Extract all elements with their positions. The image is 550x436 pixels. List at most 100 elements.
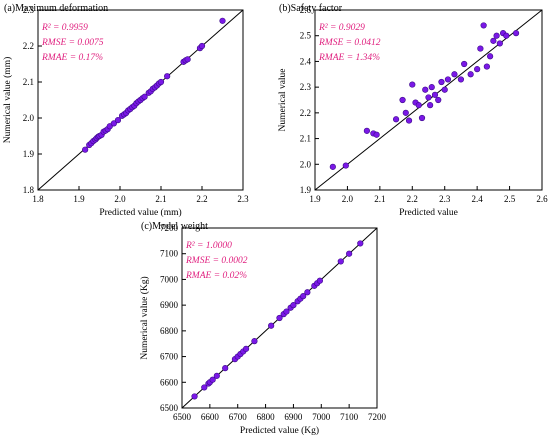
chart-maximum-deformation: 1.8 1.9 2.0 2.1 2.2 2.31.81.92.02.12.22.3(a)M… [2,3,249,218]
b-y-tick-label: 2.5 [300,31,312,41]
b-data-point [399,96,406,104]
b-panel-title: (b)Safety factor [279,3,343,14]
b-x-tick-label: 2.1 [374,194,385,204]
b-data-point [493,32,500,39]
a-data-point [219,17,226,24]
b-data-point [444,76,452,83]
b-data-point [418,114,426,122]
a-data-point [114,117,122,124]
a-data-point [82,146,89,153]
c-y-tick-label: 6800 [160,326,179,336]
b-x-tick-label: 2.2 [407,194,418,204]
b-data-point [496,40,503,47]
a-data-point [164,73,171,80]
b-data-point [490,37,497,44]
b-data-point [438,78,445,86]
c-data-point [242,345,250,352]
a-y-tick-label: 2.0 [23,113,35,123]
b-data-point [461,60,468,68]
c-stat-2: RMAE = 0.02% [185,271,247,281]
a-stat-0: R² = 0.9959 [41,23,88,33]
b-data-point [402,109,409,116]
c-data-point [191,393,198,400]
b-data-point [483,63,490,70]
b-x-tick-label: 2.4 [472,194,484,204]
b-x-tick-label: 2.0 [342,194,354,204]
b-data-point [487,53,494,60]
a-x-tick-label: 1.8 [32,194,44,204]
b-stat-1: RMSE = 0.0412 [318,38,381,48]
c-data-point [357,240,364,247]
b-data-point [342,162,349,169]
c-panel-title: (c)Model weight [141,221,208,232]
c-data-point [209,376,216,383]
b-y-tick-label: 1.9 [300,185,312,195]
c-data-point [337,258,344,265]
b-data-point [425,94,432,101]
a-x-axis-title: Predicted value (mm) [99,207,181,218]
a-x-tick-label: 2.1 [155,194,166,204]
b-y-tick-label: 2.4 [300,56,312,66]
b-data-point [441,86,448,93]
a-data-point [198,42,206,50]
b-data-point [431,91,439,98]
c-data-point [251,338,258,345]
b-x-tick-label: 2.5 [504,194,516,204]
b-y-axis-title: Numerical value [278,68,288,131]
a-panel-title: (a)Maximum deformation [4,3,108,14]
b-data-point [392,116,400,123]
c-data-point [304,289,311,296]
c-x-tick-label: 7200 [368,412,387,422]
b-plot-frame [314,9,543,191]
c-y-tick-label: 7100 [160,249,179,259]
c-data-point [283,308,290,315]
c-y-tick-label: 7000 [160,274,179,284]
c-data-point [346,250,353,257]
a-y-axis-title: Numerical value (mm) [2,57,13,144]
b-data-point [457,76,465,83]
b-data-point [329,163,336,170]
c-data-point [316,277,323,284]
c-plot-frame [181,227,378,409]
c-x-tick-label: 7000 [312,412,331,422]
c-y-tick-label: 6900 [160,300,179,310]
a-data-point [110,120,117,127]
c-x-tick-label: 6600 [201,412,220,422]
b-y-tick-label: 2.3 [300,82,312,92]
b-data-point [427,102,434,109]
b-x-axis-title: Predicted value [399,208,458,218]
a-y-tick-label: 1.8 [23,185,35,195]
c-y-tick-label: 6500 [160,403,179,413]
b-y-tick-label: 2.2 [300,108,311,118]
b-y-tick-label: 2.0 [300,159,312,169]
a-data-point [141,93,148,100]
chart-safety-factor: 1.9 2.0 2.1 2.2 2.3 2.4 2.5 2.6 1.9 2.0 2.1 2.2 2.3 2… [278,3,548,218]
a-data-point [157,78,165,86]
b-x-tick-label: 2.3 [439,194,451,204]
b-data-point [512,30,520,37]
c-data-point [290,302,297,309]
a-plot-frame [37,9,244,191]
c-y-tick-label: 7200 [160,223,179,233]
c-y-axis-title: Numerical value (Kg) [139,276,150,359]
b-stat-0: R² = 0.9029 [318,23,365,33]
b-data-point [477,45,484,52]
b-data-point [373,131,380,138]
a-x-tick-label: 2.3 [237,194,249,204]
c-data-point [276,314,283,322]
c-x-tick-label: 6800 [257,412,276,422]
b-data-point [405,117,413,124]
b-data-point [503,32,510,39]
a-x-tick-label: 2.2 [196,194,207,204]
c-data-point [213,372,220,379]
c-x-tick-label: 7100 [340,412,359,422]
a-y-tick-label: 2.2 [23,41,34,51]
b-y-tick-label: 2.6 [300,5,312,15]
b-x-tick-label: 1.9 [309,194,321,204]
a-x-tick-label: 1.9 [73,194,85,204]
a-y-tick-label: 2.3 [23,5,35,15]
a-x-tick-label: 2.0 [114,194,126,204]
c-data-point [268,322,275,329]
b-data-point [467,71,474,78]
